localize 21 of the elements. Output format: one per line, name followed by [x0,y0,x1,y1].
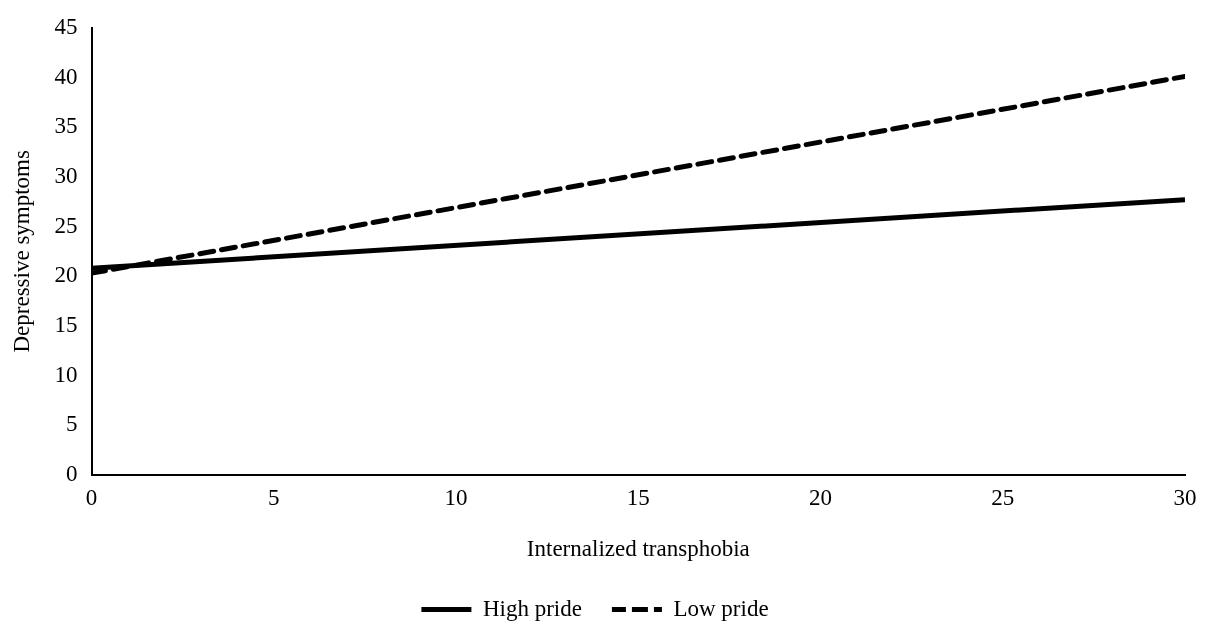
y-tick-label: 45 [54,13,78,39]
y-axis-title: Depressive symptoms [8,150,34,353]
y-tick-label: 15 [54,311,78,337]
y-tick-label: 10 [54,361,78,387]
y-tick-label: 40 [54,63,78,89]
x-tick-label: 20 [809,484,833,510]
x-tick-label: 25 [991,484,1015,510]
y-tick-label: 5 [66,411,78,437]
x-tick-label: 15 [626,484,650,510]
x-axis-title: Internalized transphobia [526,536,750,562]
legend-label: Low pride [673,595,769,621]
y-tick-label: 25 [54,212,78,238]
x-tick-label: 0 [85,484,98,510]
y-tick-label: 35 [54,113,78,139]
x-tick-label: 30 [1173,484,1197,510]
x-tick-label: 10 [444,484,468,510]
legend-label: High pride [482,595,582,621]
y-tick-label: 30 [54,162,78,188]
x-tick-label: 5 [268,484,280,510]
y-tick-label: 0 [66,460,78,486]
y-tick-label: 20 [54,262,78,288]
